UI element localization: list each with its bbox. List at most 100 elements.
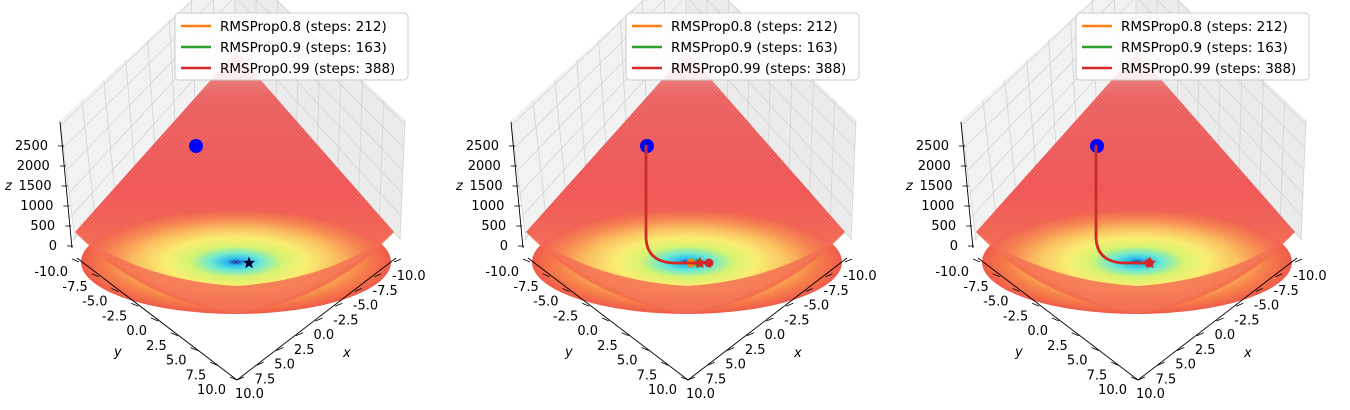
y-tick-mark [1091,347,1099,351]
y-tick-mark [170,332,178,337]
x-tick-mark [1137,376,1146,381]
axes: 05001000150020002500z-10.0-7.5-5.0-2.50.… [455,121,877,402]
y-tick-label: -10.0 [935,265,969,280]
x-tick-label: 7.5 [1156,372,1177,387]
y-tick-label: 5.0 [617,354,638,369]
y-tick-mark [562,288,570,292]
y-tick-label: 0.0 [126,324,147,339]
y-tick-label: -2.5 [1003,309,1028,324]
x-tick-mark [1177,347,1185,351]
y-tick-mark [661,361,669,366]
x-tick-label: -2.5 [1234,313,1259,328]
y-tick-mark [210,361,218,366]
x-tick-label: -7.5 [1273,284,1298,299]
legend-label: RMSProp0.9 (steps: 163) [220,40,387,56]
z-tick-label: 1500 [920,179,953,194]
y-tick-mark [91,273,99,278]
x-axis-label: x [342,346,351,361]
y-tick-label: -10.0 [34,265,68,280]
y-tick-mark [1032,302,1040,307]
y-tick-label: -5.0 [983,295,1008,310]
x-tick-label: 0.0 [314,328,335,343]
x-tick-mark [687,376,696,381]
loss-surface [75,52,394,314]
y-tick-mark [229,376,238,381]
x-tick-label: -10.0 [392,269,426,284]
x-tick-label: -10.0 [843,269,877,284]
x-axis-label: x [1243,346,1252,361]
y-tick-label: -5.0 [82,295,107,310]
y-tick-label: 10.0 [648,383,677,398]
legend-label: RMSProp0.8 (steps: 212) [220,19,387,35]
y-tick-mark [522,258,531,263]
path-rmsprop0-99-steps-388- [644,144,711,265]
z-tick-label: 0 [950,239,958,254]
z-tick-label: 2500 [15,139,48,154]
y-tick-label: 10.0 [1098,383,1127,398]
x-tick-label: 0.0 [1215,328,1236,343]
x-tick-label: 2.5 [745,343,766,358]
y-tick-label: 10.0 [197,383,226,398]
loss-surface [976,52,1295,314]
legend-label: RMSProp0.9 (steps: 163) [1121,40,1288,56]
y-tick-mark [680,376,689,381]
x-tick-mark [315,317,323,322]
z-tick-label: 2000 [918,159,951,174]
y-tick-label: 2.5 [1047,339,1068,354]
optimizer-paths [644,144,714,268]
x-tick-label: 2.5 [1195,343,1216,358]
x-tick-label: -2.5 [784,313,809,328]
legend-label: RMSProp0.99 (steps: 388) [1121,61,1296,77]
legend: RMSProp0.8 (steps: 212) RMSProp0.9 (steps… [625,12,860,81]
legend-label: RMSProp0.8 (steps: 212) [1121,19,1288,35]
x-tick-mark [1157,361,1165,366]
z-tick-label: 500 [481,219,506,234]
y-tick-mark [150,317,159,322]
y-tick-mark [1111,361,1119,366]
y-tick-mark [972,258,981,263]
y-tick-label: -10.0 [485,265,519,280]
y-tick-mark [1071,332,1079,337]
legend: RMSProp0.8 (steps: 212) RMSProp0.9 (steps… [174,12,409,81]
legend: RMSProp0.8 (steps: 212) RMSProp0.9 (steps… [1075,12,1310,81]
x-tick-mark [766,317,774,322]
y-axis-label: y [113,345,122,360]
x-tick-label: 7.5 [706,372,727,387]
x-tick-mark [1255,288,1263,292]
legend-label: RMSProp0.9 (steps: 163) [671,40,838,56]
y-tick-label: -7.5 [963,280,988,295]
x-tick-mark [727,347,735,351]
start-point-marker [189,139,203,153]
y-tick-label: 2.5 [146,339,167,354]
z-tick-label: 1500 [19,179,52,194]
x-tick-mark [393,258,402,263]
x-tick-label: 0.0 [765,328,786,343]
x-tick-mark [785,302,794,307]
y-tick-mark [582,302,590,307]
minimum-star-marker [242,256,256,269]
y-tick-label: 7.5 [186,368,207,383]
z-tick-label: 2000 [468,159,501,174]
z-tick-label: 1000 [921,199,954,214]
x-tick-mark [236,376,245,381]
chart-panel-3: 05001000150020002500z-10.0-7.5-5.0-2.50.… [905,0,1327,402]
x-tick-label: -2.5 [333,313,358,328]
path-end-marker [704,258,714,268]
x-tick-mark [1216,317,1224,322]
x-tick-mark [1196,332,1205,337]
y-tick-label: -7.5 [513,280,538,295]
x-tick-mark [276,347,284,351]
y-tick-mark [1130,376,1139,381]
y-tick-mark [1051,317,1060,322]
x-tick-label: 2.5 [294,343,315,358]
x-tick-label: -5.0 [353,299,378,314]
z-tick-label: 500 [931,219,956,234]
x-tick-label: -7.5 [372,284,397,299]
y-tick-mark [621,332,629,337]
chart-panel-1: 05001000150020002500z-10.0-7.5-5.0-2.50.… [4,0,426,402]
x-tick-mark [825,273,833,278]
x-tick-label: 5.0 [1175,358,1196,373]
minimum-star-marker [693,256,707,269]
y-tick-mark [190,347,198,351]
